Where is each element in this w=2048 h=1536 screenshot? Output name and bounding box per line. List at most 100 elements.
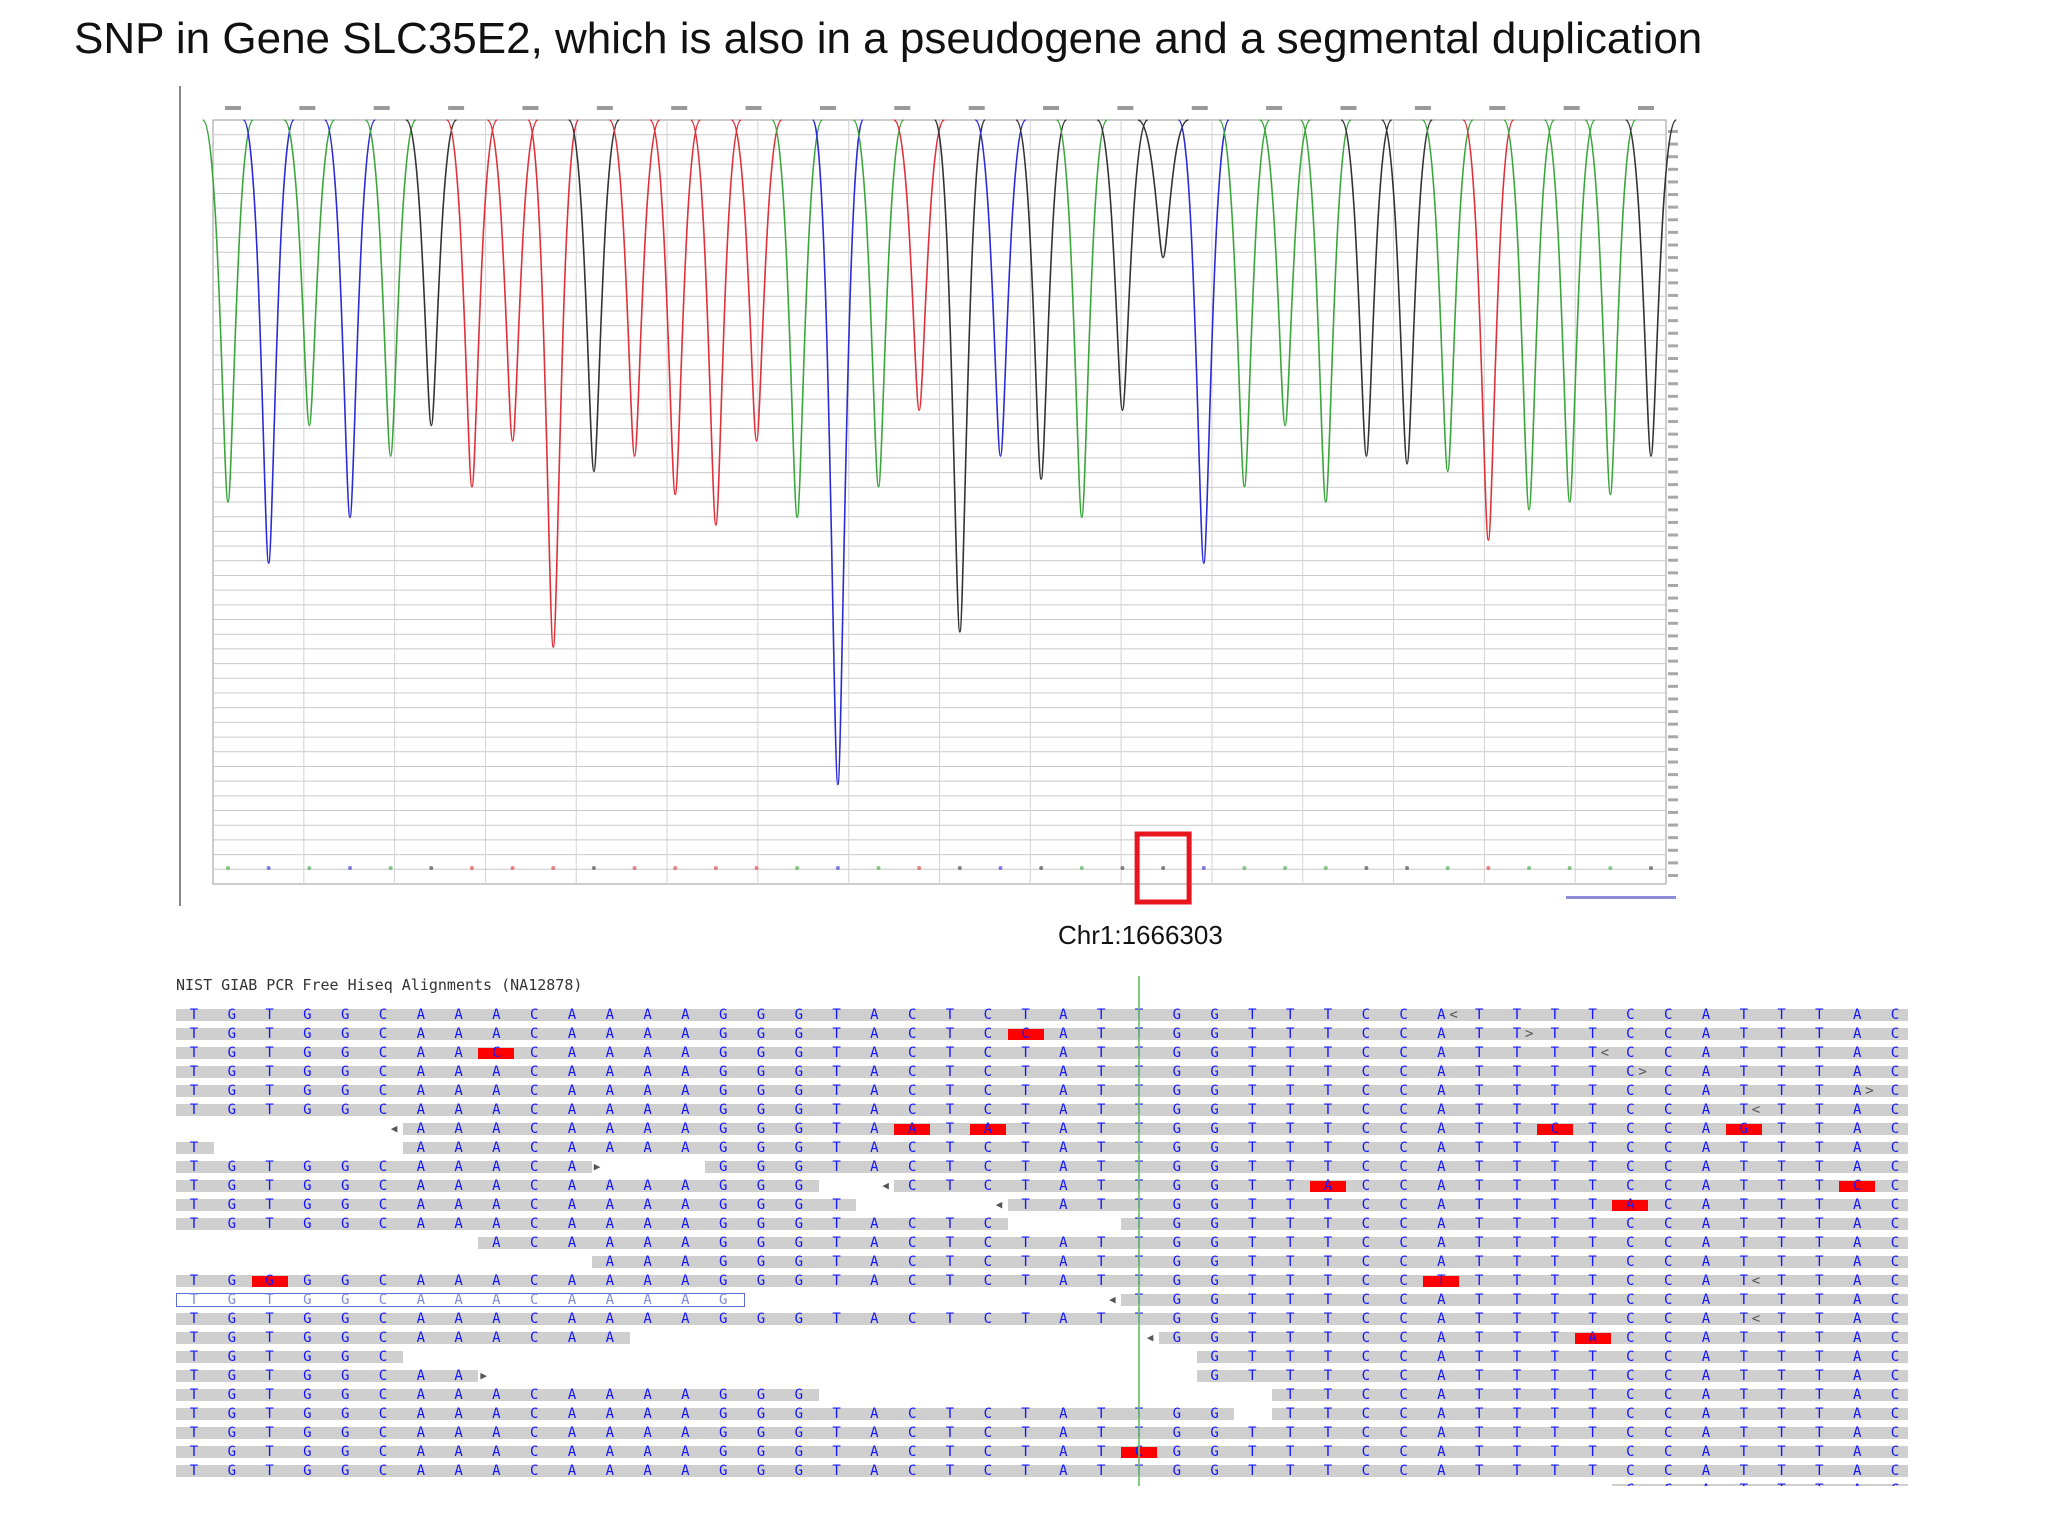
read-base: G — [227, 1045, 237, 1061]
read-base: A — [1701, 1254, 1711, 1270]
read-base: A — [1059, 1444, 1068, 1460]
read-base: G — [1210, 1121, 1219, 1137]
read-base: A — [1852, 1102, 1862, 1118]
read-base: T — [1550, 1425, 1560, 1441]
trace-peak — [608, 119, 661, 457]
read-base: T — [189, 1102, 199, 1118]
read-base: A — [1688, 1482, 1724, 1486]
read-base: A — [1059, 1045, 1068, 1061]
read-base: T — [1021, 1197, 1030, 1213]
read-base: A — [605, 1235, 615, 1251]
read-base: G — [1210, 1349, 1219, 1365]
right-scale-tick — [1668, 369, 1678, 373]
selected-read-outline[interactable] — [176, 1293, 745, 1307]
read-base: C — [983, 1045, 993, 1061]
read-base: A — [454, 1083, 463, 1099]
read-base: A — [870, 1007, 879, 1023]
right-scale-tick — [1668, 558, 1678, 562]
read-base: C — [529, 1444, 539, 1460]
read-base: A — [567, 1083, 577, 1099]
read-base: T — [1550, 1235, 1560, 1251]
read-row: TGTGGCAAACAAAAGGGTACTCTATCGGTTTCCATTTTCC… — [176, 1443, 1908, 1462]
read-direction-left-icon: ◀ — [390, 1122, 398, 1135]
read-bar — [705, 1161, 1908, 1173]
read-base: T — [265, 1444, 274, 1460]
trace-peak — [1584, 119, 1637, 496]
read-base: A — [492, 1292, 501, 1308]
read-base: A — [416, 1311, 426, 1327]
read-base: G — [1172, 1425, 1182, 1441]
read-base: T — [1815, 1330, 1824, 1346]
read-base: C — [907, 1083, 917, 1099]
read-base: T — [1550, 1330, 1560, 1346]
read-base: G — [756, 1178, 766, 1194]
read-base: C — [529, 1026, 539, 1042]
read-base: T — [1588, 1178, 1597, 1194]
read-base: A — [567, 1045, 577, 1061]
read-base: T — [1248, 1121, 1257, 1137]
read-bar — [402, 1142, 1908, 1154]
read-base: T — [832, 1406, 841, 1422]
read-base: T — [1815, 1140, 1824, 1156]
read-base: T — [1550, 1197, 1560, 1213]
base-call-mark — [754, 866, 759, 870]
read-base: A — [1437, 1159, 1446, 1175]
read-base: A — [643, 1216, 652, 1232]
read-base: A — [1852, 1197, 1862, 1213]
read-base: T — [1739, 1463, 1749, 1479]
read-base: A — [1852, 1425, 1862, 1441]
right-scale-tick — [1668, 205, 1678, 209]
read-base: G — [718, 1216, 728, 1232]
read-base: C — [1361, 1311, 1371, 1327]
read-base: C — [907, 1007, 917, 1023]
read-base: A — [1437, 1368, 1446, 1384]
read-base: T — [1248, 1026, 1257, 1042]
base-call-mark — [347, 866, 352, 870]
read-row: TGTGGCAAACAAAAGGGTACTCTATTGGTTTCCATTTTCC… — [176, 1063, 1908, 1082]
read-base: A — [870, 1235, 879, 1251]
read-direction-left-icon: ◀ — [995, 1198, 1003, 1211]
read-base: C — [983, 1064, 993, 1080]
read-base: A — [1437, 1007, 1446, 1023]
read-base: T — [265, 1349, 274, 1365]
read-base: T — [1588, 1159, 1597, 1175]
read-base: A — [1852, 1254, 1862, 1270]
read-base: G — [794, 1007, 804, 1023]
right-scale-tick — [1668, 344, 1678, 348]
read-base: T — [1512, 1406, 1522, 1422]
base-call-mark — [957, 866, 962, 870]
read-base: T — [1285, 1045, 1295, 1061]
trace-peak — [486, 119, 539, 442]
snp-position-label: Chr1:1666303 — [1058, 920, 1223, 950]
read-base: T — [1248, 1444, 1257, 1460]
top-scale-tick — [1266, 106, 1283, 110]
read-bar — [176, 1313, 1908, 1325]
read-row: TGTGGCAAACAAAAGGGTACTCTATTGGTTTCCATTTTCC… — [176, 1101, 1908, 1120]
read-base: C — [1663, 1102, 1673, 1118]
read-base: C — [907, 1026, 917, 1042]
read-base: T — [1512, 1178, 1522, 1194]
read-bar — [1196, 1351, 1908, 1363]
read-base: T — [189, 1216, 199, 1232]
read-base: A — [1701, 1292, 1711, 1308]
read-base: A — [681, 1197, 690, 1213]
read-base: T — [1739, 1102, 1749, 1118]
read-base: T — [1021, 1235, 1030, 1251]
read-bar — [176, 1142, 214, 1154]
read-base: A — [1701, 1083, 1711, 1099]
read-base: C — [1626, 1254, 1635, 1270]
read-base: A — [605, 1463, 615, 1479]
read-base: T — [189, 1463, 199, 1479]
read-base: T — [1021, 1273, 1030, 1289]
read-base: C — [1626, 1311, 1635, 1327]
right-scale-tick — [1668, 621, 1678, 625]
read-base: T — [189, 1349, 199, 1365]
right-scale-tick — [1668, 722, 1678, 726]
top-scale-tick — [522, 106, 539, 110]
read-base: C — [1399, 1273, 1408, 1289]
read-base: G — [1172, 1406, 1182, 1422]
read-base: G — [718, 1425, 728, 1441]
read-base: A — [416, 1406, 426, 1422]
read-base: A — [1701, 1007, 1711, 1023]
read-base: G — [756, 1064, 766, 1080]
